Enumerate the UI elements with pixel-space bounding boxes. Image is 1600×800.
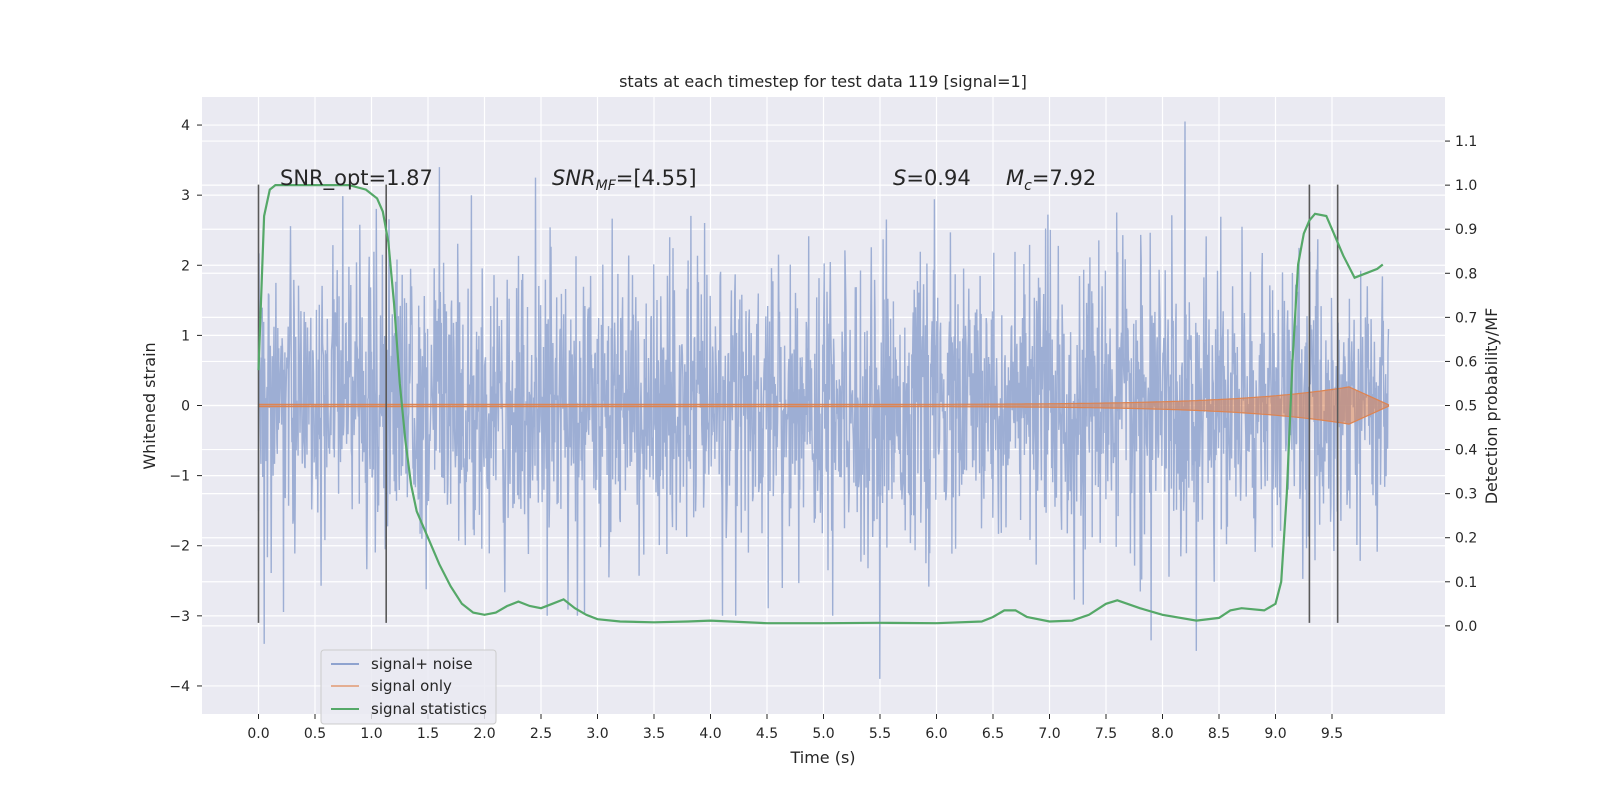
x-tick-label-7: 3.5 <box>643 726 665 742</box>
y-right-tick-label-9: 0.2 <box>1455 531 1477 547</box>
y-right-tick-label-8: 0.3 <box>1455 487 1477 503</box>
annotation-mc: Mc=7.92 <box>1006 166 1096 194</box>
y-right-tick-label-3: 0.8 <box>1455 266 1477 282</box>
y-right-tick-label-10: 0.1 <box>1455 575 1477 591</box>
y-right-tick-label-2: 0.9 <box>1455 222 1477 238</box>
legend-box <box>320 649 497 725</box>
y-right-axis-label: Detection probability/MF <box>1482 308 1501 505</box>
y-tick-label-7: −3 <box>169 609 190 625</box>
x-tick-label-16: 8.0 <box>1151 726 1173 742</box>
y-right-tick-label-5: 0.6 <box>1455 354 1477 370</box>
legend-entry-noise: signal+ noise <box>371 655 473 673</box>
y-right-tick-label-1: 1.0 <box>1455 178 1477 194</box>
y-right-tick-label-7: 0.4 <box>1455 443 1477 459</box>
x-tick-label-5: 2.5 <box>530 726 552 742</box>
y-tick-label-2: 2 <box>181 258 190 274</box>
y-right-axis-ticks: 1.1 1.0 0.9 0.8 0.7 0.6 0.5 0.4 0.3 0.2 0.1 0.0 <box>1445 134 1477 635</box>
x-tick-label-12: 6.0 <box>925 726 947 742</box>
series-signal-only <box>257 386 1390 425</box>
y-tick-label-1: 3 <box>181 188 190 204</box>
series-signal-noise <box>257 121 1390 679</box>
x-tick-label-11: 5.5 <box>869 726 891 742</box>
legend-entry-stats: signal statistics <box>371 700 487 718</box>
y-tick-label-5: −1 <box>169 469 190 485</box>
legend-entry-signal: signal only <box>371 677 452 695</box>
series-signal-statistics <box>257 184 1384 625</box>
annotation-s: S=0.94 <box>893 166 971 190</box>
annotation-snr-opt: SNR_opt=1.87 <box>280 166 433 191</box>
y-right-tick-label-11: 0.0 <box>1455 619 1477 635</box>
x-tick-label-8: 4.0 <box>699 726 721 742</box>
y-right-tick-label-0: 1.1 <box>1455 134 1477 150</box>
x-tick-label-1: 0.5 <box>304 726 326 742</box>
x-tick-label-9: 4.5 <box>756 726 778 742</box>
x-tick-label-3: 1.5 <box>417 726 439 742</box>
x-axis-label: Time (s) <box>789 748 855 767</box>
legend: signal+ noise signal only signal statist… <box>320 649 497 725</box>
x-tick-label-4: 2.0 <box>473 726 495 742</box>
x-tick-label-2: 1.0 <box>360 726 382 742</box>
x-tick-label-14: 7.0 <box>1038 726 1060 742</box>
vertical-markers <box>257 184 1339 623</box>
y-axis-label: Whitened strain <box>140 342 159 469</box>
x-tick-label-15: 7.5 <box>1095 726 1117 742</box>
chart-title: stats at each timestep for test data 119… <box>619 72 1027 91</box>
y-right-tick-label-6: 0.5 <box>1455 399 1477 415</box>
x-axis-ticks: 0.0 0.5 1.0 1.5 2.0 2.5 3.0 3.5 4.0 4.5 5.0 5.5 6.0 6… <box>247 714 1343 742</box>
annotation-snr-mf: SNRMF=[4.55] <box>552 166 697 194</box>
y-tick-label-3: 1 <box>181 328 190 344</box>
x-tick-label-0: 0.0 <box>247 726 269 742</box>
y-tick-label-8: −4 <box>169 679 190 695</box>
y-tick-label-4: 0 <box>181 399 190 415</box>
x-tick-label-17: 8.5 <box>1208 726 1230 742</box>
x-tick-label-19: 9.5 <box>1321 726 1343 742</box>
plot-marks <box>257 121 1390 679</box>
x-tick-label-6: 3.0 <box>586 726 608 742</box>
y-axis-ticks: 4 3 2 1 0 −1 −2 −3 −4 <box>169 118 202 695</box>
y-tick-label-0: 4 <box>181 118 190 134</box>
x-tick-label-18: 9.0 <box>1264 726 1286 742</box>
y-tick-label-6: −2 <box>169 539 190 555</box>
x-tick-label-10: 5.0 <box>812 726 834 742</box>
x-tick-label-13: 6.5 <box>982 726 1004 742</box>
y-right-tick-label-4: 0.7 <box>1455 310 1477 326</box>
